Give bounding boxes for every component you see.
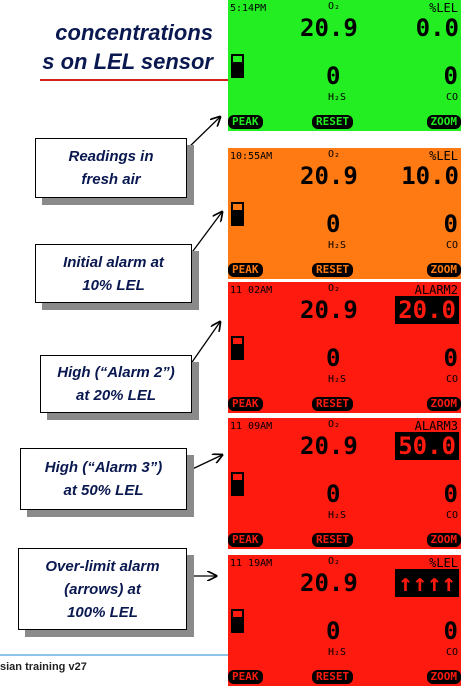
time: 11 02AM xyxy=(230,285,272,296)
header: %LEL xyxy=(429,149,458,163)
callout-line: Initial alarm at xyxy=(63,251,164,274)
h2s-label: H₂S xyxy=(328,510,346,521)
title: s on LEL sensor xyxy=(42,49,213,75)
softkey[interactable]: ZOOM xyxy=(427,397,461,411)
softkey[interactable]: ZOOM xyxy=(427,533,461,547)
callout-line: High (“Alarm 3”) xyxy=(45,456,163,479)
lel-value: 50.0 xyxy=(395,432,459,460)
title: concentrations xyxy=(55,20,213,46)
o2-value: 20.9 xyxy=(300,14,358,42)
co-value: 0 xyxy=(444,62,458,90)
lel-value: 10.0 xyxy=(401,162,459,190)
o2-label: O₂ xyxy=(328,556,340,567)
co-value: 0 xyxy=(444,480,458,508)
battery xyxy=(231,336,244,360)
softkey[interactable]: ZOOM xyxy=(427,115,461,129)
device-screen: 5:14PM O₂ %LEL 20.9 0.0 0 0 H₂S CO PEAK RESET ZOOM xyxy=(228,0,461,131)
h2s-label: H₂S xyxy=(328,240,346,251)
softkey[interactable]: PEAK xyxy=(228,670,263,684)
softkey[interactable]: RESET xyxy=(312,115,353,129)
co-label: CO xyxy=(446,240,458,251)
co-label: CO xyxy=(446,92,458,103)
lel-value: 20.0 xyxy=(395,296,459,324)
softkey[interactable]: RESET xyxy=(312,533,353,547)
o2-value: 20.9 xyxy=(300,569,358,597)
softkey[interactable]: PEAK xyxy=(228,397,263,411)
o2-label: O₂ xyxy=(328,149,340,160)
co-label: CO xyxy=(446,510,458,521)
h2s-value: 0 xyxy=(326,62,340,90)
arrow xyxy=(186,455,222,472)
lel-value: ↑↑↑↑ xyxy=(395,569,459,597)
header: ALARM2 xyxy=(415,283,458,297)
callout-line: (arrows) at xyxy=(64,578,141,601)
h2s-value: 0 xyxy=(326,344,340,372)
o2-value: 20.9 xyxy=(300,162,358,190)
callout-line: High (“Alarm 2”) xyxy=(57,361,175,384)
h2s-label: H₂S xyxy=(328,647,346,658)
softkey[interactable]: PEAK xyxy=(228,115,263,129)
h2s-value: 0 xyxy=(326,480,340,508)
h2s-label: H₂S xyxy=(328,374,346,385)
footer: sian training v27 xyxy=(0,661,87,673)
time: 11 09AM xyxy=(230,421,272,432)
o2-label: O₂ xyxy=(328,1,340,12)
callout-line: Over-limit alarm xyxy=(45,555,159,578)
o2-value: 20.9 xyxy=(300,296,358,324)
softkey[interactable]: ZOOM xyxy=(427,263,461,277)
lel-value: 0.0 xyxy=(416,14,459,42)
co-label: CO xyxy=(446,374,458,385)
battery xyxy=(231,472,244,496)
device-screen: 11 19AM O₂ %LEL 20.9 ↑↑↑↑ 0 0 H₂S CO PEAK RESET ZOO… xyxy=(228,555,461,686)
header: %LEL xyxy=(429,556,458,570)
time: 10:55AM xyxy=(230,151,272,162)
callout: High (“Alarm 3”)at 50% LEL xyxy=(20,448,187,510)
callout-line: 100% LEL xyxy=(67,601,138,624)
softkey[interactable]: RESET xyxy=(312,263,353,277)
battery xyxy=(231,202,244,226)
o2-label: O₂ xyxy=(328,283,340,294)
softkey[interactable]: PEAK xyxy=(228,533,263,547)
h2s-value: 0 xyxy=(326,210,340,238)
co-label: CO xyxy=(446,647,458,658)
h2s-label: H₂S xyxy=(328,92,346,103)
callout-line: Readings in xyxy=(68,145,153,168)
device-screen: 10:55AM O₂ %LEL 20.9 10.0 0 0 H₂S CO PEAK RESET ZOO… xyxy=(228,148,461,279)
co-value: 0 xyxy=(444,344,458,372)
header: %LEL xyxy=(429,1,458,15)
device-screen: 11 09AM O₂ ALARM3 20.9 50.0 0 0 H₂S CO PEAK RESET Z… xyxy=(228,418,461,549)
time: 5:14PM xyxy=(230,3,266,14)
arrow xyxy=(190,212,222,255)
o2-label: O₂ xyxy=(328,419,340,430)
callout-line: 10% LEL xyxy=(82,274,145,297)
arrow xyxy=(186,117,220,150)
softkey[interactable]: RESET xyxy=(312,397,353,411)
device-screen: 11 02AM O₂ ALARM2 20.9 20.0 0 0 H₂S CO PEAK RESET Z… xyxy=(228,282,461,413)
h2s-value: 0 xyxy=(326,617,340,645)
callout-line: fresh air xyxy=(81,168,140,191)
o2-value: 20.9 xyxy=(300,432,358,460)
softkey[interactable]: ZOOM xyxy=(427,670,461,684)
co-value: 0 xyxy=(444,210,458,238)
battery xyxy=(231,609,244,633)
slide: concentrations s on LEL sensor Readings … xyxy=(0,0,461,676)
co-value: 0 xyxy=(444,617,458,645)
arrow xyxy=(190,322,220,365)
battery xyxy=(231,54,244,78)
callout-line: at 20% LEL xyxy=(76,384,156,407)
callout-line: at 50% LEL xyxy=(63,479,143,502)
softkey[interactable]: PEAK xyxy=(228,263,263,277)
time: 11 19AM xyxy=(230,558,272,569)
header: ALARM3 xyxy=(415,419,458,433)
softkey[interactable]: RESET xyxy=(312,670,353,684)
callout: High (“Alarm 2”)at 20% LEL xyxy=(40,355,192,413)
